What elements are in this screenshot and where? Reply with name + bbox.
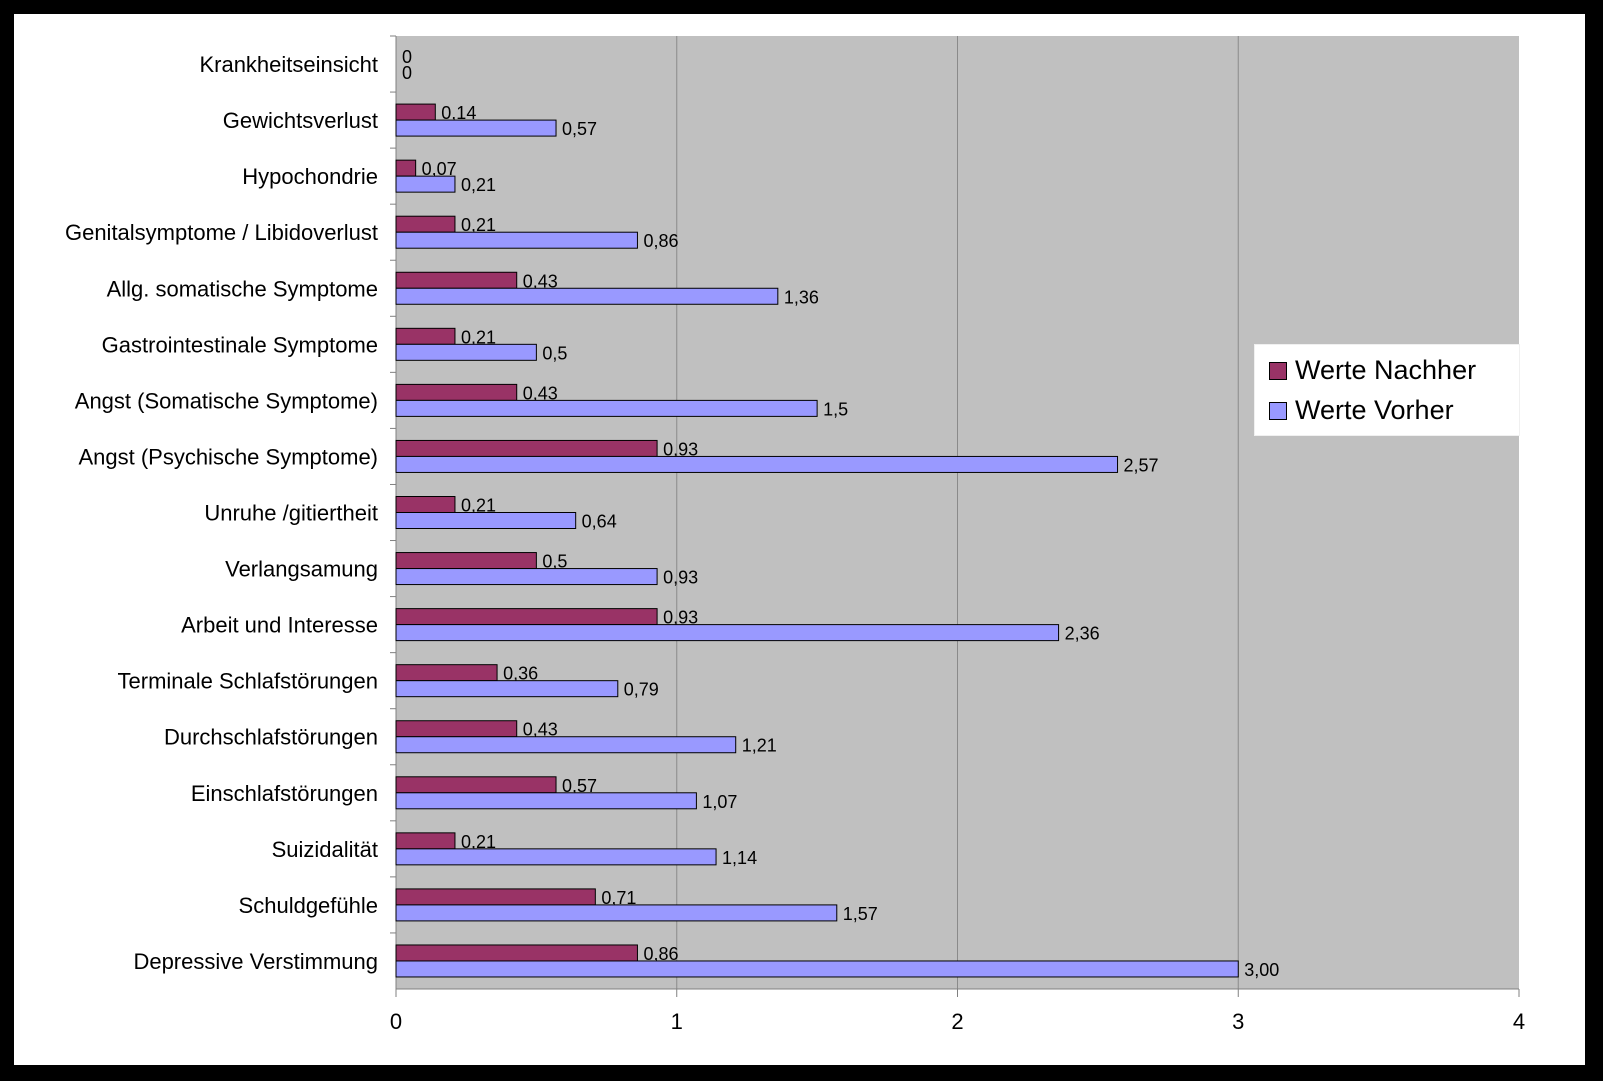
data-label: 0,71 — [601, 888, 636, 908]
category-label: Terminale Schlafstörungen — [118, 669, 378, 694]
data-label: 0,93 — [663, 608, 698, 628]
data-label: 1,07 — [702, 792, 737, 812]
category-label: Einschlafstörungen — [191, 781, 378, 806]
data-label: 1,5 — [823, 399, 848, 419]
bar — [395, 159, 417, 177]
bar — [395, 680, 619, 698]
data-label: 2,36 — [1065, 624, 1100, 644]
data-label: 0,21 — [461, 832, 496, 852]
category-label: Verlangsamung — [225, 557, 378, 582]
category-label: Durchschlafstörungen — [164, 725, 378, 750]
bar — [395, 439, 658, 457]
data-label: 0,43 — [523, 720, 558, 740]
bar — [395, 399, 818, 417]
legend-swatch-vorher — [1269, 401, 1287, 420]
bar — [395, 327, 456, 345]
bar — [395, 383, 518, 401]
category-label: Angst (Psychische Symptome) — [78, 444, 378, 469]
data-label: 0,07 — [422, 159, 457, 179]
bar — [395, 271, 518, 289]
category-label: Allg. somatische Symptome — [107, 276, 378, 301]
data-label: 1,57 — [843, 904, 878, 924]
bar — [395, 512, 577, 529]
legend-item-nachher: Werte Nachher — [1269, 355, 1476, 386]
data-label: 0,43 — [523, 383, 558, 403]
bar — [395, 960, 1239, 978]
bar — [395, 496, 456, 513]
data-label: 0 — [402, 63, 412, 83]
data-label: 2,57 — [1124, 455, 1159, 475]
category-label: Depressive Verstimmung — [133, 949, 378, 974]
category-label: Hypochondrie — [242, 164, 378, 189]
category-label: Schuldgefühle — [239, 893, 378, 918]
bar — [395, 175, 456, 193]
legend-label-nachher: Werte Nachher — [1295, 355, 1477, 385]
bar — [395, 552, 537, 570]
bar — [395, 944, 638, 962]
category-label: Angst (Somatische Symptome) — [75, 388, 378, 413]
category-label: Gewichtsverlust — [223, 108, 378, 133]
bar — [395, 608, 658, 626]
x-tick-label: 4 — [1513, 1009, 1525, 1034]
data-label: 0,93 — [663, 439, 698, 459]
data-label: 0,21 — [461, 327, 496, 347]
data-label: 0,5 — [542, 343, 567, 363]
x-tick-label: 2 — [951, 1009, 963, 1034]
bar — [395, 776, 557, 794]
data-label: 1,36 — [784, 287, 819, 307]
bar — [395, 888, 596, 906]
data-label: 0,21 — [461, 215, 496, 235]
bar — [395, 848, 717, 866]
bar — [395, 736, 737, 754]
x-tick-label: 3 — [1232, 1009, 1244, 1034]
data-label: 0,79 — [624, 680, 659, 700]
x-tick-label: 0 — [390, 1009, 402, 1034]
data-label: 1,14 — [722, 848, 757, 868]
chart-canvas: 0 1 2 3 4 Krankheitseinsicht 0 0 Gewichtsverlust… — [14, 14, 1585, 1065]
bar — [395, 832, 456, 850]
data-label: 0,43 — [523, 271, 558, 291]
legend: Werte Nachher Werte Vorher — [1254, 344, 1520, 436]
data-label: 0,21 — [461, 175, 496, 195]
bar — [395, 455, 1119, 473]
bar — [395, 904, 838, 922]
bar — [395, 664, 498, 682]
data-label: 0,36 — [503, 664, 538, 684]
category-label: Suizidalität — [272, 837, 378, 862]
data-label: 0,86 — [643, 944, 678, 964]
bar — [395, 287, 779, 305]
bar — [395, 215, 456, 233]
data-label: 0,21 — [461, 496, 496, 516]
data-label: 0 — [402, 47, 412, 67]
x-tick-label: 1 — [671, 1009, 683, 1034]
data-label: 0,86 — [643, 231, 678, 251]
data-label: 0,14 — [441, 103, 476, 123]
bar — [395, 624, 1060, 642]
category-label: Gastrointestinale Symptome — [102, 332, 378, 357]
bar — [395, 568, 658, 586]
data-label: 0,57 — [562, 776, 597, 796]
data-label: 3,00 — [1244, 960, 1279, 980]
bar — [395, 792, 697, 810]
data-label: 0,57 — [562, 119, 597, 139]
category-label: Genitalsymptome / Libidoverlust — [65, 220, 378, 245]
category-label: Arbeit und Interesse — [181, 613, 378, 638]
bar — [395, 720, 518, 738]
bar — [395, 343, 537, 361]
bar — [395, 103, 436, 121]
data-label: 0,5 — [542, 552, 567, 572]
data-label: 1,21 — [742, 736, 777, 756]
legend-label-vorher: Werte Vorher — [1295, 395, 1454, 425]
category-label: Unruhe /gitiertheit — [204, 501, 378, 526]
data-label: 0,64 — [582, 512, 617, 532]
bar — [395, 231, 638, 249]
category-label: Krankheitseinsicht — [199, 52, 378, 77]
legend-swatch-nachher — [1269, 361, 1287, 380]
data-label: 0,93 — [663, 568, 698, 588]
legend-item-vorher: Werte Vorher — [1269, 395, 1454, 426]
bar — [395, 119, 557, 137]
